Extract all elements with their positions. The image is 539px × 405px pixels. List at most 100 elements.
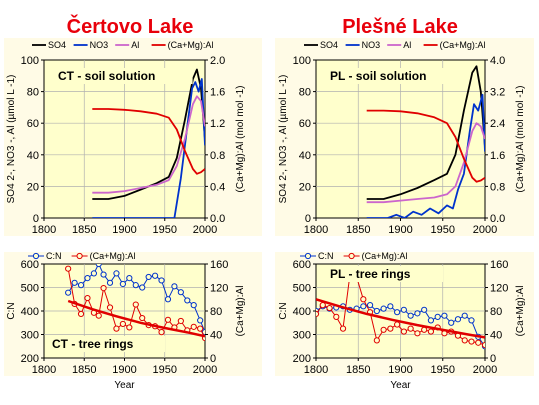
y-tick-label: 20 — [27, 181, 39, 193]
data-point-cn — [448, 319, 455, 326]
data-point-cn — [434, 313, 441, 320]
data-point-camgal — [400, 328, 407, 335]
data-point-cn — [106, 279, 114, 286]
y-tick-label: 400 — [293, 306, 311, 318]
data-point-cn — [454, 316, 462, 323]
x-tick-label: 1950 — [153, 224, 177, 236]
y-tick-label: 600 — [293, 259, 311, 271]
data-point-cn — [414, 310, 421, 317]
data-point-cn — [158, 277, 165, 284]
data-point-camgal — [461, 337, 468, 344]
y-tick-label: 300 — [293, 330, 311, 342]
panel-annotation: PL - tree rings — [330, 267, 411, 281]
data-point-cn — [132, 282, 139, 289]
x-tick-label: 1900 — [388, 224, 412, 236]
legend-marker — [32, 252, 40, 260]
data-point-cn — [164, 296, 172, 303]
y-axis-label: C:N — [278, 302, 289, 319]
legend-label: Al — [131, 40, 139, 50]
data-point-camgal — [475, 339, 482, 346]
x-tick-label: 1800 — [304, 364, 328, 376]
data-point-cn — [441, 312, 448, 319]
panel-certovo-rings: 1800 1850 1900 1950 2000 200 300 400 500 600 0 40 80… — [4, 251, 262, 391]
legend-label: C:N — [318, 251, 334, 261]
x-tick-label: 1950 — [431, 224, 455, 236]
data-point-cn — [380, 305, 387, 312]
y2-tick-label: 80 — [210, 306, 222, 318]
data-point-camgal — [414, 330, 421, 337]
x-tick-label: 1800 — [32, 364, 56, 376]
y2-axis-label: (Ca+Mg):Al — [235, 286, 246, 337]
data-point-camgal — [333, 313, 340, 320]
x-tick-label: 2000 — [473, 224, 497, 236]
data-point-camgal — [65, 265, 72, 272]
panel-plesne-rings: 1800 1850 1900 1950 2000 200 300 400 500 600 0 40 80… — [275, 251, 534, 391]
data-point-cn — [126, 275, 133, 282]
series-group — [65, 264, 205, 342]
panel-annotation: CT - tree rings — [52, 337, 134, 351]
x-tick-label: 1900 — [112, 364, 136, 376]
data-point-cn — [360, 303, 367, 310]
data-point-cn — [407, 312, 414, 319]
y2-tick-label: 0 — [210, 353, 216, 365]
data-point-cn — [77, 282, 85, 289]
data-point-cn — [139, 284, 146, 291]
y2-tick-label: 2.0 — [210, 55, 225, 67]
y2-tick-label: 40 — [490, 330, 502, 342]
y2-tick-label: 80 — [490, 306, 502, 318]
series-line-so4 — [92, 68, 205, 200]
x-tick-label: 1950 — [153, 364, 177, 376]
y2-tick-label: 0.4 — [210, 181, 225, 193]
data-point-cn — [151, 272, 159, 279]
y-tick-label: 400 — [21, 306, 39, 318]
y2-tick-label: 4.0 — [490, 55, 505, 67]
data-point-camgal — [158, 329, 165, 336]
legend-label: NO3 — [362, 40, 381, 50]
y2-tick-label: 120 — [210, 283, 228, 295]
y-tick-label: 0 — [33, 213, 39, 225]
y2-tick-label: 160 — [490, 259, 508, 271]
legend-marker — [304, 252, 312, 260]
data-point-cn — [190, 302, 197, 309]
y-tick-label: 40 — [27, 150, 39, 162]
y-tick-label: 60 — [27, 118, 39, 130]
data-point-camgal — [360, 296, 367, 303]
annotation-background — [327, 68, 465, 84]
y-tick-label: 300 — [21, 330, 39, 342]
legend-label: (Ca+Mg):Al — [90, 251, 136, 261]
x-tick-label: 1800 — [304, 224, 328, 236]
legend-label: NO3 — [90, 40, 109, 50]
data-point-camgal — [100, 284, 107, 292]
y2-axis-label: (Ca+Mg):Al (mol mol -1) — [235, 86, 246, 193]
data-point-camgal — [113, 325, 120, 332]
x-tick-label: 1850 — [346, 364, 370, 376]
data-point-camgal — [326, 304, 333, 312]
y2-tick-label: 1.6 — [210, 87, 225, 99]
x-tick-label: 2000 — [473, 364, 497, 376]
x-axis-label: Year — [114, 380, 135, 391]
series-line-camgal — [366, 109, 485, 183]
x-tick-label: 2000 — [193, 364, 217, 376]
data-point-cn — [394, 309, 401, 316]
legend-label: SO4 — [48, 40, 66, 50]
data-point-cn — [373, 307, 380, 315]
panel-annotation: PL - soil solution — [330, 69, 426, 83]
data-point-cn — [171, 283, 178, 290]
legend-label: (Ca+Mg):Al — [440, 40, 486, 50]
legend-label: SO4 — [320, 40, 338, 50]
annotation-background — [49, 336, 165, 352]
x-tick-label: 1900 — [112, 224, 136, 236]
legend-label: (Ca+Mg):Al — [362, 251, 408, 261]
data-point-cn — [366, 302, 374, 309]
y-tick-label: 200 — [21, 353, 39, 365]
data-point-camgal — [394, 321, 401, 328]
y2-tick-label: 0.8 — [210, 150, 225, 162]
data-point-camgal — [177, 317, 184, 325]
y2-tick-label: 160 — [210, 259, 228, 271]
data-point-camgal — [339, 325, 347, 332]
data-point-camgal — [427, 328, 435, 335]
x-tick-label: 1850 — [72, 364, 96, 376]
y2-tick-label: 120 — [490, 283, 508, 295]
data-point-cn — [100, 271, 107, 278]
data-point-camgal — [119, 320, 126, 328]
